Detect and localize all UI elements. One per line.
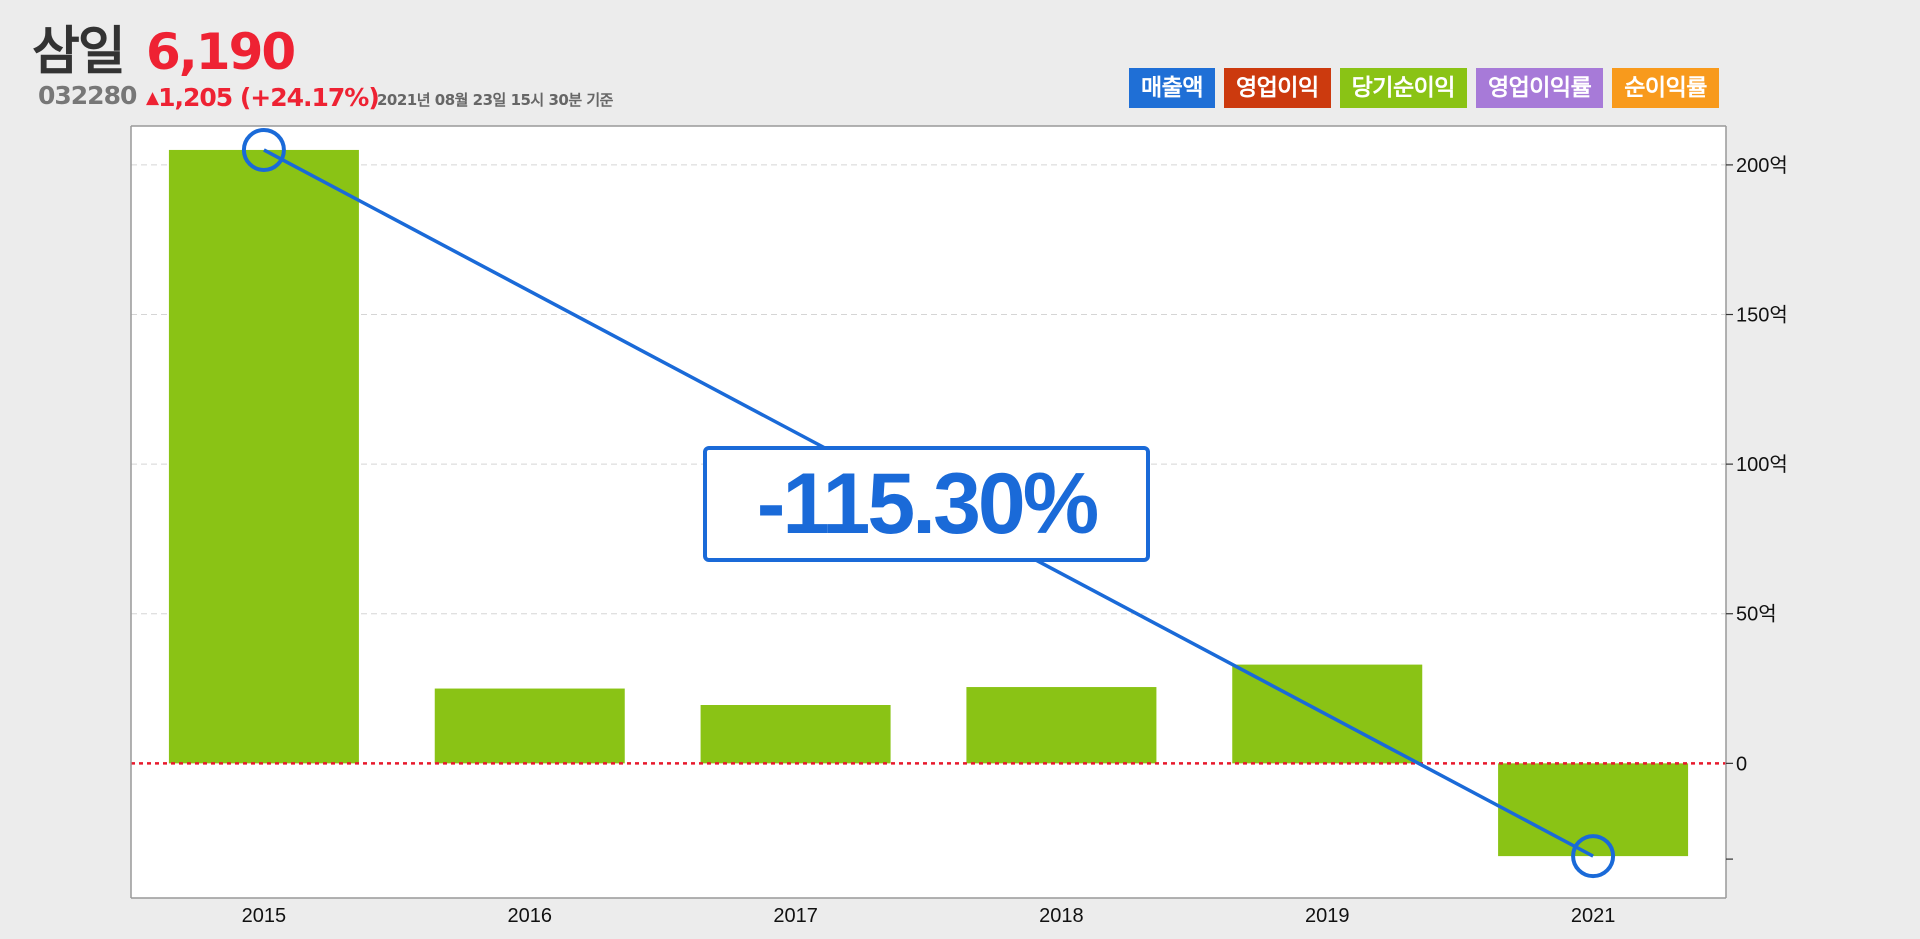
bar-2017 (700, 705, 891, 764)
company-name: 삼일 (32, 22, 126, 82)
legend-item-revenue[interactable]: 매출액 (1129, 68, 1215, 108)
change-rate-callout: -115.30% (703, 446, 1150, 562)
current-price: 6,190 (146, 23, 296, 81)
price-change-value: 1,205 (+24.17%) (158, 83, 380, 112)
bar-2016 (434, 688, 625, 764)
up-arrow-icon: ▲ (146, 88, 159, 108)
legend-item-operating-profit[interactable]: 영업이익 (1223, 68, 1331, 108)
y-tick-label: 200억 (1736, 154, 1788, 177)
chart-legend: 매출액 영업이익 당기순이익 영업이익률 순이익률 (1129, 68, 1719, 108)
trend-end-marker (1571, 834, 1616, 879)
x-tick-label: 2017 (773, 905, 818, 927)
y-axis-ticks: 200억 150억 100억 50억 0 (1726, 154, 1788, 860)
bar-series (168, 149, 1689, 857)
x-tick-label: 2019 (1305, 905, 1350, 927)
legend-item-net-income[interactable]: 당기순이익 (1339, 68, 1467, 108)
bar-2015 (168, 149, 359, 764)
grid-lines (131, 164, 1726, 615)
stock-code: 032280 (38, 81, 137, 110)
x-tick-label: 2021 (1571, 905, 1616, 927)
y-tick-label: 0 (1736, 753, 1747, 775)
price-change: ▲1,205 (+24.17%) (146, 82, 380, 114)
as-of-timestamp: 2021년 08월 23일 15시 30분 기준 (377, 91, 613, 109)
trend-start-marker (241, 127, 286, 172)
x-tick-label: 2015 (242, 905, 287, 927)
y-tick-label: 150억 (1736, 304, 1788, 327)
x-tick-label: 2018 (1039, 905, 1084, 927)
axes (130, 125, 1727, 899)
y-tick-label: 100억 (1736, 453, 1788, 476)
stock-header: 삼일 6,190 032280 ▲1,205 (+24.17%) 2021년 0… (0, 0, 1920, 125)
x-axis-ticks: 2015 2016 2017 2018 2019 2021 (242, 905, 1616, 927)
legend-item-operating-margin[interactable]: 영업이익률 (1475, 68, 1604, 108)
bar-2018 (966, 687, 1157, 764)
y-tick-label: 50억 (1736, 603, 1777, 626)
legend-item-net-margin[interactable]: 순이익률 (1612, 68, 1719, 108)
bar-2021 (1498, 763, 1689, 857)
x-tick-label: 2016 (508, 905, 553, 927)
